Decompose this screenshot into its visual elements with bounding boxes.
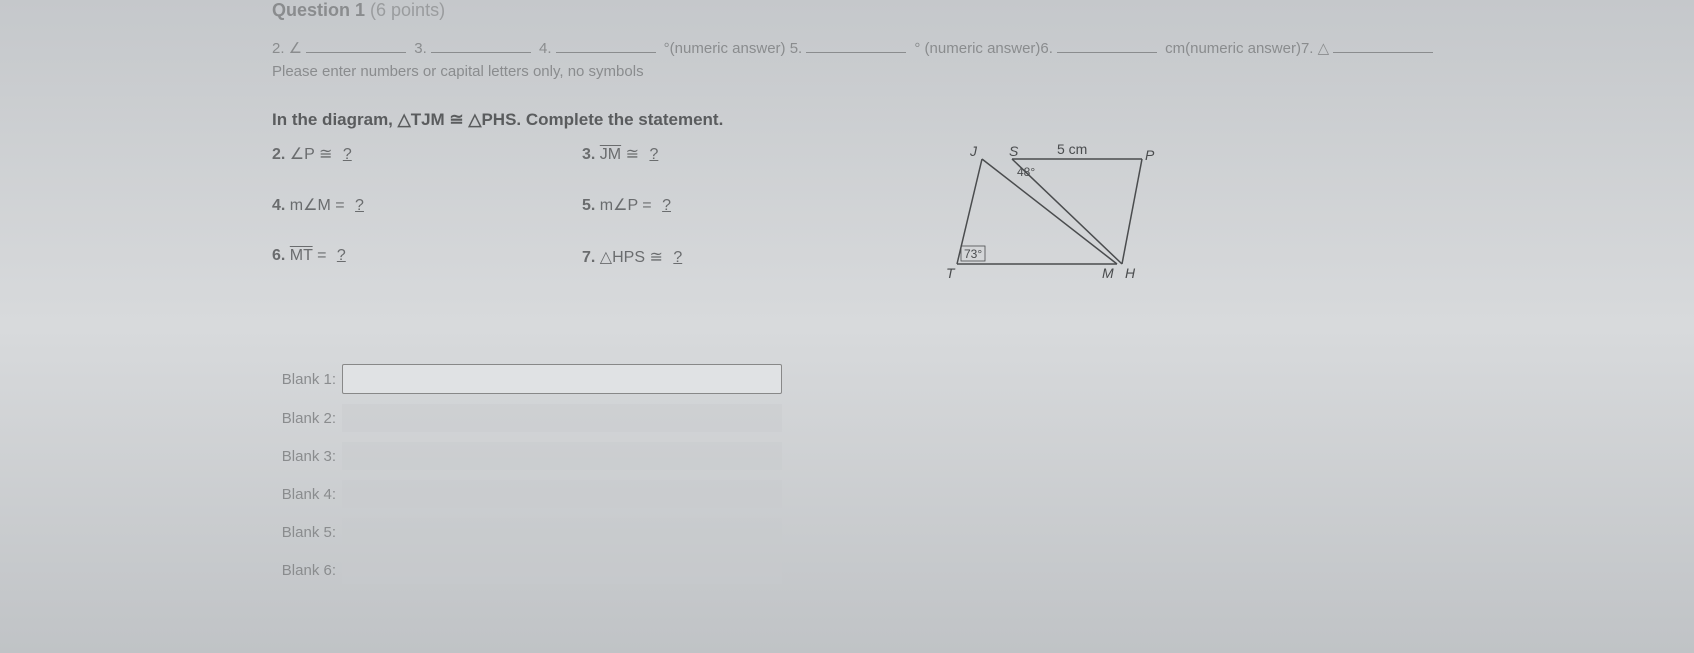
item-text: m∠M = <box>290 197 345 214</box>
blank-prefix-3: 3. <box>414 40 427 57</box>
blank-line <box>431 52 531 53</box>
answer-row-4: Blank 4: <box>272 480 1694 508</box>
question-number: Question 1 <box>272 0 365 20</box>
blank-label-6: Blank 6: <box>272 562 342 579</box>
blank-input-3[interactable] <box>342 442 782 470</box>
answer-row-6: Blank 6: <box>272 556 1694 584</box>
unit-2: ° (numeric answer)6. <box>914 40 1053 57</box>
blank-label-2: Blank 2: <box>272 410 342 427</box>
item-num: 2. <box>272 146 285 163</box>
label-j: J <box>969 144 978 159</box>
instruction-text: Please enter numbers or capital letters … <box>272 63 1694 80</box>
blank-prefix-2: 2. ∠ <box>272 40 302 57</box>
item-num: 5. <box>582 197 595 214</box>
triangle-diagram: J S P T M H 5 cm 48° 73° <box>942 144 1222 284</box>
blank-label-3: Blank 3: <box>272 448 342 465</box>
blank-q: ? <box>656 197 677 214</box>
diagram-svg: J S P T M H 5 cm 48° 73° <box>942 144 1222 284</box>
item-num: 7. <box>582 249 595 266</box>
item-5: 5. m∠P = ? <box>582 195 862 232</box>
blank-input-4[interactable] <box>342 480 782 508</box>
item-text: ∠P ≅ <box>290 146 333 163</box>
blank-label-4: Blank 4: <box>272 486 342 503</box>
blank-q: ? <box>331 247 352 264</box>
label-t: T <box>946 265 956 281</box>
problem-title: In the diagram, △TJM ≅ △PHS. Complete th… <box>272 110 1694 130</box>
label-h: H <box>1125 265 1136 281</box>
blank-label-5: Blank 5: <box>272 524 342 541</box>
answer-row-2: Blank 2: <box>272 404 1694 432</box>
blank-line <box>556 52 656 53</box>
answer-area: Blank 1: Blank 2: Blank 3: Blank 4: Blan… <box>272 364 1694 584</box>
question-header: Question 1 (6 points) <box>272 0 1694 21</box>
blank-prefix-4: 4. <box>539 40 552 57</box>
item-6: 6. MT = ? <box>272 247 552 284</box>
answer-row-3: Blank 3: <box>272 442 1694 470</box>
blank-q: ? <box>349 197 370 214</box>
item-num: 6. <box>272 247 285 264</box>
unit-1: °(numeric answer) 5. <box>664 40 803 57</box>
item-3: 3. JM ≅ ? <box>582 144 862 181</box>
blank-line <box>1333 52 1433 53</box>
blank-q: ? <box>667 249 688 266</box>
label-5cm: 5 cm <box>1057 144 1087 157</box>
segment-mt: MT <box>290 247 313 264</box>
blank-line <box>1057 52 1157 53</box>
item-7: 7. △HPS ≅ ? <box>582 247 862 284</box>
answer-row-5: Blank 5: <box>272 518 1694 546</box>
blank-q: ? <box>337 146 358 163</box>
item-4: 4. m∠M = ? <box>272 195 552 232</box>
item-num: 4. <box>272 197 285 214</box>
item-text: = <box>317 247 326 264</box>
blank-input-2[interactable] <box>342 404 782 432</box>
problem-items: 2. ∠P ≅ ? 3. JM ≅ ? 4. m∠M = ? 5. m∠P = … <box>272 144 862 284</box>
blanks-row: 2. ∠ 3. 4. °(numeric answer) 5. ° (numer… <box>272 39 1694 57</box>
item-text: △HPS ≅ <box>600 249 663 266</box>
question-points: (6 points) <box>370 0 445 20</box>
segment-jm: JM <box>600 146 621 163</box>
answer-row-1: Blank 1: <box>272 364 1694 394</box>
blank-label-1: Blank 1: <box>272 371 342 388</box>
angle-73: 73° <box>964 247 982 261</box>
item-2: 2. ∠P ≅ ? <box>272 144 552 181</box>
blank-input-5[interactable] <box>342 518 782 546</box>
blank-input-1[interactable] <box>342 364 782 394</box>
unit-3: cm(numeric answer)7. △ <box>1165 40 1329 57</box>
angle-48: 48° <box>1017 165 1035 179</box>
item-num: 3. <box>582 146 595 163</box>
label-m: M <box>1102 265 1114 281</box>
blank-line <box>306 52 406 53</box>
item-text: m∠P = <box>600 197 652 214</box>
blank-line <box>806 52 906 53</box>
item-text: ≅ <box>626 146 639 163</box>
blank-q: ? <box>643 146 664 163</box>
label-p: P <box>1145 147 1155 163</box>
blank-input-6[interactable] <box>342 556 782 584</box>
label-s: S <box>1009 144 1019 159</box>
